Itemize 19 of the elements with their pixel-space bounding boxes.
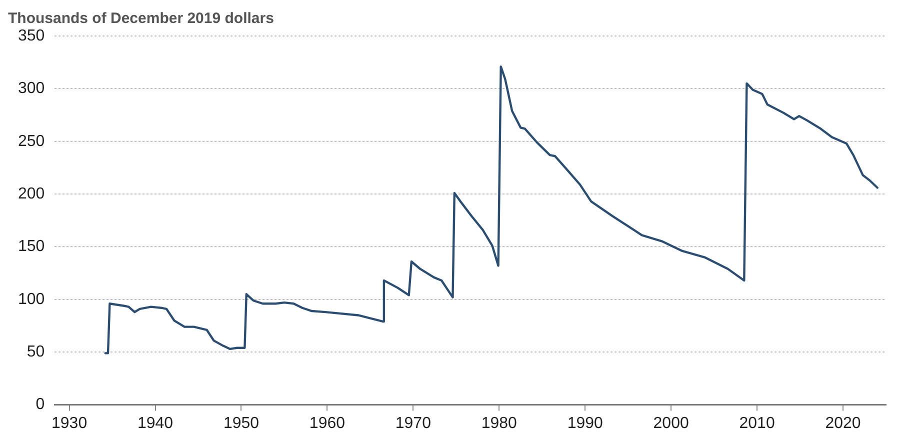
y-tick-label: 50 [26,344,45,361]
x-tick-label: 2020 [825,414,861,432]
y-tick-label: 350 [18,27,45,44]
x-tick-label: 1980 [481,414,518,432]
x-tick-label: 1960 [309,414,346,432]
y-tick-label: 150 [18,238,45,256]
x-tick-label: 1950 [223,414,260,432]
x-tick-label: 1940 [137,414,174,432]
y-tick-label: 200 [18,185,45,202]
x-tick-label: 2010 [739,414,775,432]
y-axis-title: Thousands of December 2019 dollars [8,10,274,28]
x-tick-label: 2000 [653,414,689,432]
x-tick-label: 1930 [52,414,88,432]
y-tick-label: 0 [36,396,45,414]
y-tick-label: 250 [18,132,45,150]
y-tick-label: 100 [18,290,45,308]
x-tick-label: 1990 [567,414,604,432]
y-tick-label: 300 [18,80,45,98]
x-tick-label: 1970 [395,414,432,432]
